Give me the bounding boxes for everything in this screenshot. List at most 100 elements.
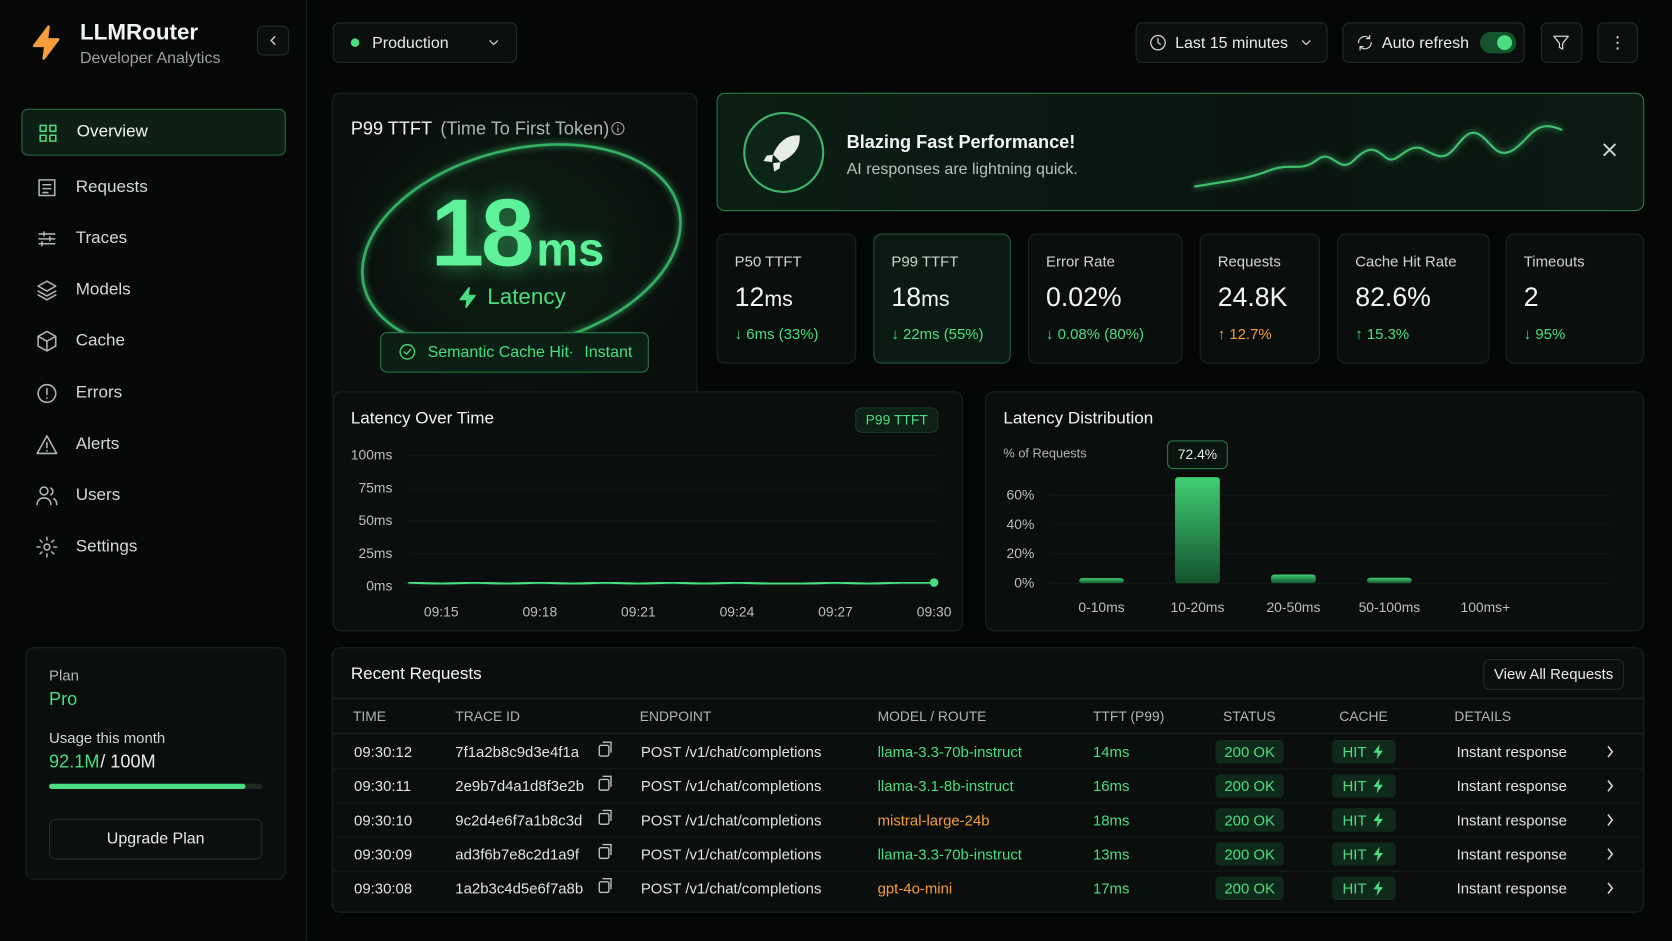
y-tick-label: 0ms [366, 578, 392, 594]
column-header: TIME [352, 708, 387, 725]
stat-value: 82.6% [1355, 282, 1431, 313]
cache-bolt [1373, 778, 1383, 794]
status-pill [1215, 740, 1284, 764]
y-tick-label: 40% [1007, 516, 1035, 532]
icon-stroke [36, 435, 58, 455]
nav-label: Users [75, 486, 121, 505]
icon-stroke [459, 286, 476, 309]
cell-time: 09:30:09 [354, 845, 413, 863]
icon-stroke [611, 121, 625, 135]
cell-endpoint: POST /v1/chat/completions [640, 845, 822, 863]
copy-icon [598, 778, 610, 791]
stat-delta: ↓ 0.08% (80%) [1046, 325, 1144, 343]
view-all-button[interactable] [1483, 658, 1624, 690]
cell-details: Instant response [1456, 743, 1567, 761]
stat-card [1505, 233, 1645, 364]
chevron-left [270, 36, 276, 45]
nav-item[interactable]: Users [21, 472, 285, 519]
nav-item[interactable]: Settings [21, 524, 285, 571]
upgrade-button[interactable] [49, 818, 263, 860]
nav-label: Models [75, 280, 131, 299]
y-tick-label: 50ms [359, 512, 393, 528]
cache-bolt [1373, 812, 1383, 828]
nav-item[interactable]: Cache [21, 318, 285, 365]
collapse-button[interactable] [256, 25, 289, 56]
cell-status: 200 OK [1224, 743, 1276, 761]
stat-delta: ↑ 15.3% [1355, 325, 1410, 343]
copy-icon-back [602, 843, 612, 856]
nav-icon [38, 179, 56, 197]
stat-unit: ms [764, 287, 793, 312]
cell-cache: HIT [1342, 845, 1367, 863]
stat-label: Timeouts [1523, 252, 1585, 270]
hero-caption: Latency [487, 284, 566, 310]
usage-label: Usage this month [49, 729, 166, 747]
x-tick-label: 09:15 [424, 603, 459, 619]
nav-item[interactable]: Models [21, 267, 285, 314]
nav-label: Cache [75, 331, 126, 350]
nav-item[interactable]: Requests [21, 164, 285, 211]
cell-time: 09:30:10 [354, 811, 413, 829]
nav-item[interactable]: Overview [21, 108, 286, 156]
nav-label: Traces [75, 229, 128, 248]
copy-icon-back [602, 775, 612, 787]
nav-item[interactable]: Traces [21, 215, 285, 262]
filter-button[interactable] [1540, 22, 1583, 63]
cell-cache: HIT [1342, 811, 1367, 829]
brand-subtitle: Developer Analytics [79, 49, 221, 68]
cell-status: 200 OK [1224, 777, 1276, 795]
cache-pill [1331, 774, 1396, 798]
time-chevron [1301, 40, 1311, 46]
cell-trace: 7f1a2b8c9d3e4f1a [455, 743, 580, 761]
environment-select[interactable] [332, 22, 518, 63]
stat-delta: ↓ 6ms (33%) [734, 325, 819, 343]
icon-stroke [1150, 34, 1166, 51]
hero-title: P99 TTFT [350, 118, 433, 139]
badge-sep: · [568, 343, 574, 362]
table-title: Recent Requests [350, 665, 482, 684]
cache-bolt [1373, 846, 1383, 862]
y-tick-label: 60% [1007, 487, 1035, 503]
time-range-select[interactable] [1135, 22, 1328, 63]
hero-value: 18 [430, 180, 535, 287]
view-all-label[interactable]: View All Requests [1493, 665, 1614, 683]
column-header: ENDPOINT [639, 708, 712, 725]
status-pill [1215, 774, 1284, 798]
cell-details: Instant response [1456, 879, 1567, 897]
cell-cache: HIT [1342, 777, 1367, 795]
chart-badge-label: P99 TTFT [865, 411, 928, 428]
environment-label[interactable]: Production [372, 34, 449, 53]
column-header: DETAILS [1454, 708, 1512, 725]
icon-stroke [36, 486, 58, 506]
column-header: STATUS [1223, 708, 1276, 725]
nav-item[interactable]: Alerts [21, 421, 285, 468]
auto-refresh-label[interactable]: Auto refresh [1381, 34, 1470, 53]
copy-icon [598, 847, 610, 860]
x-tick-label: 09:21 [621, 603, 656, 619]
more-button[interactable] [1597, 22, 1638, 63]
stat-value: 12ms [734, 282, 793, 313]
cell-trace: 2e9b7d4a1d8f3e2b [455, 777, 584, 795]
cell-details: Instant response [1456, 811, 1567, 829]
icon-stroke [37, 383, 57, 403]
plan-name: Pro [49, 688, 78, 710]
last-point [929, 578, 939, 587]
time-range-label[interactable]: Last 15 minutes [1175, 34, 1288, 53]
stat-delta: ↑ 12.7% [1217, 325, 1272, 343]
stat-label: Requests [1217, 252, 1281, 270]
stat-card [1337, 233, 1490, 364]
cell-status: 200 OK [1224, 845, 1276, 863]
brand: LLMRouter [79, 20, 199, 45]
copy-icon [598, 812, 610, 825]
table-card [331, 647, 1645, 913]
nav-item[interactable]: Errors [21, 370, 285, 417]
copy-icon-back [602, 741, 612, 753]
clock-icon [1150, 34, 1166, 51]
usage-used: 92.1M [49, 751, 100, 773]
x-tick-label: 50-100ms [1359, 599, 1421, 615]
cell-details: Instant response [1456, 777, 1567, 795]
env-chevron [489, 40, 499, 46]
stat-card [716, 233, 857, 364]
upgrade-label[interactable]: Upgrade Plan [106, 829, 205, 848]
banner [716, 92, 1645, 212]
